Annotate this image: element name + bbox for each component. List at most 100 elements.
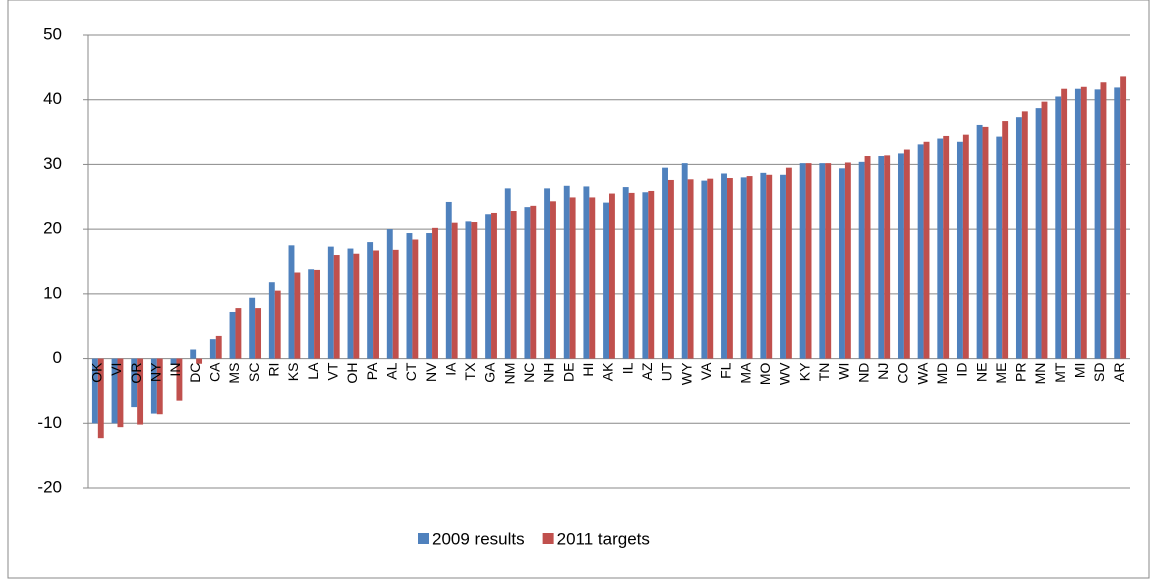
x-tick-label: OH [344, 363, 360, 384]
bar [432, 227, 438, 359]
bar [898, 153, 904, 359]
bar [1080, 86, 1087, 359]
bar [569, 197, 576, 359]
bar [917, 144, 924, 359]
bar [982, 126, 989, 359]
legend-swatch [542, 533, 554, 544]
x-tick-label: IN [167, 363, 183, 377]
bar [996, 136, 1003, 359]
bar [937, 138, 944, 359]
x-tick-label: AZ [639, 362, 655, 380]
x-tick-label: CA [206, 362, 222, 382]
bar [1035, 108, 1042, 359]
x-tick-label: NJ [875, 363, 891, 380]
bar [667, 179, 674, 359]
bar [799, 163, 806, 359]
bar [471, 222, 478, 359]
x-tick-label: CO [895, 362, 911, 383]
bar [681, 163, 688, 359]
x-tick-label: FL [718, 362, 734, 379]
x-tick-label: UT [659, 362, 675, 381]
y-tick-label: 20 [43, 219, 62, 238]
bar [485, 214, 492, 359]
x-tick-label: AR [1111, 363, 1127, 382]
bar [766, 174, 773, 359]
x-tick-label: NE [973, 363, 989, 382]
bar [196, 358, 203, 364]
bar [740, 177, 747, 359]
bar [956, 141, 963, 359]
bar [628, 192, 635, 359]
y-tick-label: -10 [37, 413, 62, 432]
bar [746, 176, 753, 359]
bar [1114, 87, 1121, 359]
bar [491, 212, 497, 359]
bar [603, 202, 609, 359]
x-tick-label: WA [914, 362, 930, 385]
bar [1015, 117, 1022, 359]
chart-frame [7, 0, 1150, 579]
bar [229, 311, 236, 359]
bar [923, 141, 930, 359]
bar [406, 233, 413, 359]
y-tick-label: -20 [37, 477, 62, 496]
bar [589, 197, 596, 359]
bar [707, 178, 714, 359]
x-tick-label: VT [324, 362, 340, 380]
x-tick-label: NH [541, 363, 557, 383]
bar [190, 349, 197, 359]
legend-label: 2011 targets [557, 529, 650, 548]
bar [347, 248, 354, 359]
bar [805, 163, 812, 359]
y-tick-label: 0 [53, 348, 62, 367]
bar [550, 201, 556, 359]
bar [976, 124, 983, 359]
bar [726, 178, 733, 359]
x-tick-label: SC [246, 363, 262, 382]
bar [701, 180, 708, 359]
bar [215, 335, 222, 359]
bar [530, 205, 537, 359]
x-tick-label: WV [777, 362, 793, 385]
bar [308, 269, 315, 359]
bar [288, 245, 295, 359]
x-tick-label: LA [305, 362, 321, 380]
bar [524, 207, 531, 359]
x-tick-label: PR [1013, 363, 1029, 382]
bar [609, 193, 615, 359]
legend-swatch [418, 533, 429, 544]
x-tick-label: NY [148, 362, 164, 382]
bar [884, 155, 891, 359]
bar [622, 187, 629, 359]
bar [91, 358, 98, 424]
bar [111, 358, 118, 424]
bar [386, 229, 393, 359]
bar [563, 185, 570, 359]
bar [858, 161, 865, 359]
bar [662, 167, 668, 359]
bar [878, 156, 885, 359]
bar [819, 163, 826, 359]
x-tick-label: IL [619, 362, 635, 374]
x-tick-label: AL [383, 362, 399, 379]
bar [353, 253, 360, 359]
y-tick-label: 50 [43, 24, 62, 43]
bar [642, 192, 649, 359]
x-tick-label: PA [364, 362, 380, 380]
bar [962, 134, 969, 359]
bar [333, 255, 340, 359]
x-tick-label: TN [816, 363, 832, 382]
bar [176, 358, 183, 401]
bar [648, 190, 655, 359]
bar [504, 188, 511, 359]
bar [137, 358, 144, 425]
bar [465, 221, 472, 359]
bar [785, 167, 792, 359]
bar [544, 188, 551, 359]
bar [839, 168, 845, 359]
bar [426, 233, 433, 359]
x-tick-label: SD [1091, 363, 1107, 382]
x-tick-label: NC [521, 363, 537, 383]
